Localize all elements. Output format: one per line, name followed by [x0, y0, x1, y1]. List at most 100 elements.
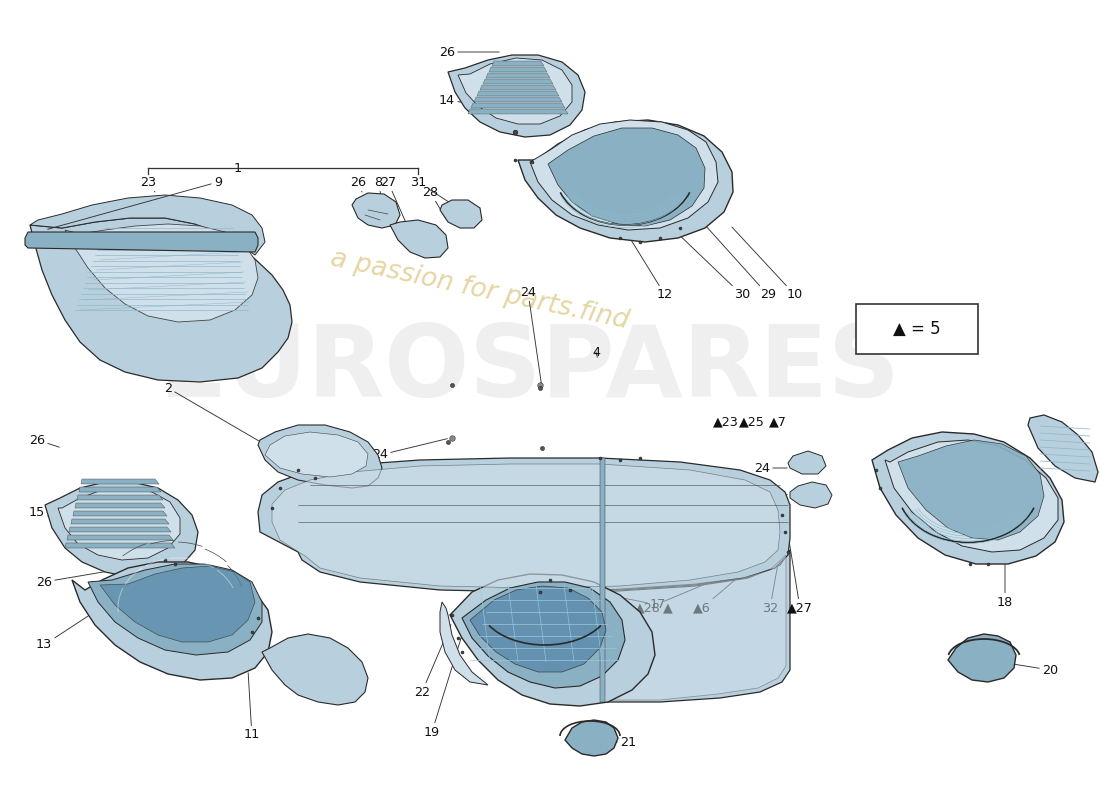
Polygon shape	[65, 224, 258, 322]
Text: 31: 31	[410, 175, 455, 206]
Text: 24: 24	[372, 438, 448, 462]
Polygon shape	[30, 218, 292, 382]
Polygon shape	[262, 634, 369, 705]
Text: 14: 14	[439, 94, 477, 106]
Text: 20: 20	[991, 661, 1058, 677]
Polygon shape	[45, 482, 198, 578]
Text: ▲ = 5: ▲ = 5	[893, 320, 940, 338]
Polygon shape	[886, 440, 1058, 552]
Text: EUROSPARES: EUROSPARES	[160, 322, 901, 418]
Text: 11: 11	[244, 673, 260, 742]
Polygon shape	[483, 79, 553, 84]
FancyBboxPatch shape	[856, 304, 978, 354]
Polygon shape	[72, 562, 272, 680]
Text: 23: 23	[140, 175, 156, 192]
Polygon shape	[81, 479, 160, 484]
Polygon shape	[72, 519, 169, 524]
Polygon shape	[530, 120, 718, 230]
Text: 32: 32	[762, 533, 783, 614]
Text: 26: 26	[350, 175, 366, 192]
Polygon shape	[25, 232, 258, 252]
Polygon shape	[390, 220, 448, 258]
Polygon shape	[468, 109, 568, 114]
Text: 13: 13	[35, 606, 102, 651]
Polygon shape	[69, 527, 170, 532]
Polygon shape	[530, 550, 790, 702]
Polygon shape	[450, 574, 654, 706]
Polygon shape	[477, 91, 559, 96]
Polygon shape	[88, 564, 262, 655]
Polygon shape	[352, 193, 400, 228]
Text: 21: 21	[585, 735, 636, 749]
Polygon shape	[565, 720, 618, 756]
Polygon shape	[75, 503, 165, 508]
Text: 3: 3	[306, 507, 338, 545]
Text: 24: 24	[520, 286, 541, 386]
Polygon shape	[58, 488, 180, 560]
Polygon shape	[490, 67, 547, 72]
Polygon shape	[265, 432, 368, 477]
Polygon shape	[77, 495, 163, 500]
Polygon shape	[1028, 415, 1098, 482]
Text: 27: 27	[379, 175, 417, 247]
Polygon shape	[548, 128, 705, 226]
Text: 19: 19	[424, 638, 461, 738]
Polygon shape	[30, 195, 265, 255]
Polygon shape	[73, 511, 167, 516]
Polygon shape	[462, 582, 625, 688]
Text: 12: 12	[621, 224, 673, 302]
Text: 17: 17	[610, 595, 667, 611]
Polygon shape	[486, 73, 550, 78]
Text: ▲7: ▲7	[769, 415, 786, 429]
Text: 26: 26	[439, 46, 499, 58]
Text: 28: 28	[754, 486, 788, 498]
Polygon shape	[480, 85, 556, 90]
Polygon shape	[258, 425, 382, 488]
Polygon shape	[458, 58, 572, 124]
Polygon shape	[898, 440, 1044, 540]
Polygon shape	[440, 602, 488, 685]
Text: 24: 24	[754, 462, 788, 474]
Polygon shape	[600, 458, 605, 702]
Text: ▲28: ▲28	[635, 553, 780, 614]
Text: ▲27: ▲27	[786, 525, 813, 614]
Text: ▲: ▲	[663, 602, 673, 614]
Text: 22: 22	[414, 625, 451, 698]
Text: 10: 10	[732, 227, 803, 302]
Text: 9: 9	[47, 175, 222, 230]
Text: 16: 16	[1040, 434, 1056, 446]
Polygon shape	[67, 535, 173, 540]
Text: 26: 26	[29, 434, 59, 447]
Polygon shape	[79, 487, 161, 492]
Polygon shape	[258, 458, 790, 592]
Text: a passion for parts.find: a passion for parts.find	[329, 246, 631, 334]
Polygon shape	[872, 432, 1064, 564]
Text: ▲6: ▲6	[693, 542, 780, 614]
Polygon shape	[492, 61, 544, 66]
Polygon shape	[948, 634, 1016, 682]
Text: 29: 29	[707, 227, 776, 302]
Polygon shape	[788, 451, 826, 474]
Text: 30: 30	[674, 230, 750, 302]
Text: 1: 1	[234, 162, 242, 174]
Polygon shape	[518, 120, 733, 242]
Polygon shape	[100, 566, 255, 642]
Text: 8: 8	[374, 175, 382, 198]
Polygon shape	[471, 103, 565, 108]
Text: 15: 15	[29, 506, 63, 521]
Polygon shape	[474, 97, 562, 102]
Text: ▲23: ▲23	[713, 415, 739, 429]
Text: 4: 4	[592, 346, 600, 358]
Text: 28: 28	[422, 186, 447, 220]
Text: ▲25: ▲25	[739, 415, 764, 429]
Polygon shape	[790, 482, 832, 508]
Polygon shape	[470, 586, 606, 672]
Text: 18: 18	[997, 522, 1013, 609]
Polygon shape	[65, 543, 175, 548]
Text: 2: 2	[164, 382, 293, 461]
Polygon shape	[440, 200, 482, 228]
Polygon shape	[272, 464, 780, 588]
Polygon shape	[448, 55, 585, 137]
Text: 26: 26	[36, 562, 160, 589]
Polygon shape	[540, 555, 786, 700]
